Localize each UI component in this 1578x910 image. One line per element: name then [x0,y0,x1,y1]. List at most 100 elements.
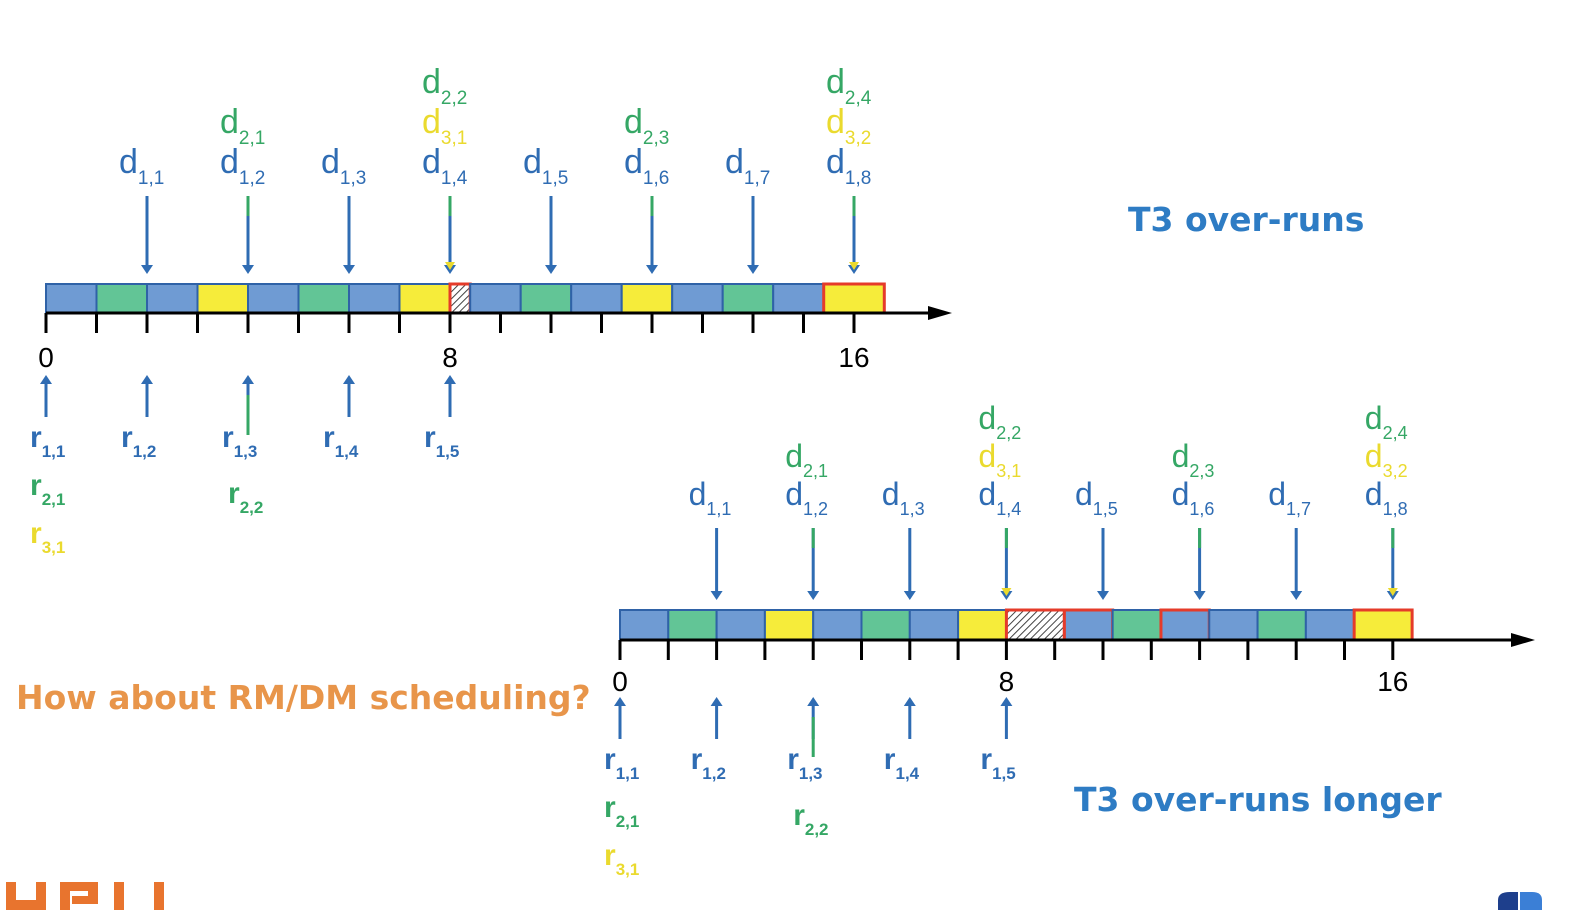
deadline-arrow-head [1097,591,1109,600]
deadline-label-d1-7: d1,7 [1268,476,1311,519]
release-label-r3-1: r3,1 [30,517,65,557]
title-t3-over-runs: T3 over-runs [1128,200,1365,239]
deadline-label-d1-8: d1,8 [826,143,871,189]
release-label-r1-2: r1,2 [691,743,726,783]
release-label-r3-1: r3,1 [604,839,639,879]
release-arrow-head [710,697,723,706]
deadline-label-d2-2: d2,2 [422,63,467,109]
schedule-slot-t2 [667,609,718,641]
release-label-r2-1: r2,1 [30,469,65,509]
deadline-arrow-head [343,265,355,274]
question-rm-dm-scheduling: How about RM/DM scheduling? [16,678,591,717]
axis-tick-label: 0 [38,342,54,373]
deadline-label-d1-4: d1,4 [978,476,1021,519]
schedule-slot-t1 [570,283,623,314]
axis-tick-label: 16 [838,342,869,373]
schedule-slot-t2 [1111,609,1162,641]
deadline-arrow-head [646,265,658,274]
deadline-label-d3-2: d3,2 [826,103,871,149]
schedule-slot-t1 [772,283,825,314]
time-axis-arrowhead [1511,633,1535,647]
release-arrow-head [614,697,626,706]
deadline-label-d2-2: d2,2 [978,400,1021,443]
deadline-label-d2-1: d2,1 [220,103,265,149]
schedule-slot-t1 [812,609,863,641]
deadline-label-d1-4: d1,4 [422,143,468,189]
schedule-slot-t1 [1208,609,1259,641]
release-label-r1-3: r1,3 [787,743,822,783]
deadline-label-d1-6: d1,6 [1172,476,1215,519]
deadline-arrow-head [242,265,254,274]
release-label-r2-2: r2,2 [228,477,263,517]
schedule-slot-t1 [45,283,98,314]
schedule-slot-t1 [469,283,522,314]
schedule-slot-t2 [519,283,573,314]
deadline-label-d1-3: d1,3 [882,476,925,519]
release-arrow-head [343,375,355,384]
schedule-slot-t1 [908,609,960,641]
deadline-label-d1-3: d1,3 [321,143,366,189]
deadline-arrow-t3-mark [445,262,455,270]
schedule-slot-t3-overrun [822,282,886,315]
deadline-label-d1-5: d1,5 [1075,476,1118,519]
time-axis-arrowhead [928,306,952,320]
schedule-slot-overrun-hatched [448,282,472,315]
schedule-slot-t1 [715,609,766,641]
deadline-arrow-head [1290,591,1303,600]
deadline-label-d3-1: d3,1 [978,438,1021,481]
schedule-slot-t1 [146,283,199,314]
schedule-slot-t1 [1304,609,1356,641]
deadline-arrow-head [710,591,723,600]
schedule-slot-t1-red [1062,608,1115,642]
deadline-label-d2-3: d2,3 [624,103,669,149]
release-label-r1-2: r1,2 [121,421,156,461]
schedule-slot-t3-overrun [1352,608,1414,642]
deadline-label-d2-4: d2,4 [826,63,872,109]
deadline-label-d2-1: d2,1 [785,438,828,481]
deadline-arrow-t3-mark [1387,588,1398,596]
release-arrow-head [807,697,820,706]
schedule-slot-t2 [1256,609,1307,641]
deadline-arrow-head [903,591,916,600]
deadline-arrow-t3-mark [1001,588,1012,596]
deadline-arrow-head [545,265,557,274]
schedule-slot-t3 [957,609,1008,641]
schedule-slot-overrun-hatched [1004,608,1066,642]
release-label-r2-1: r2,1 [604,791,639,831]
deadline-arrow-head [807,591,820,600]
release-arrow-head [903,697,916,706]
schedule-slot-t1-red [1159,608,1211,642]
release-arrow-head [1000,697,1013,706]
schedule-slot-t3 [620,283,674,314]
schedule-slot-t3 [763,609,815,641]
release-arrow-head [40,375,52,384]
deadline-label-d1-2: d1,2 [220,143,265,189]
release-label-r1-4: r1,4 [884,743,920,783]
release-label-r1-4: r1,4 [323,421,359,461]
schedule-slot-t1 [671,283,724,314]
release-label-r1-1: r1,1 [604,743,639,783]
deadline-label-d1-6: d1,6 [624,143,669,189]
deadline-label-d1-8: d1,8 [1365,476,1408,519]
axis-tick-label: 8 [442,342,458,373]
deadline-label-d1-5: d1,5 [523,143,568,189]
deadline-label-d3-1: d3,1 [422,103,467,149]
deadline-label-d1-1: d1,1 [119,143,164,189]
release-arrow-head [444,375,456,384]
release-arrow-head [242,375,254,384]
schedule-slot-t3 [196,283,249,314]
release-label-r1-5: r1,5 [424,421,459,461]
schedule-slot-t1 [247,283,300,314]
deadline-arrow-head [747,265,759,274]
schedule-slot-t2 [95,283,148,314]
axis-tick-label: 8 [999,666,1015,697]
release-label-r1-3: r1,3 [222,421,257,461]
deadline-label-d1-2: d1,2 [785,476,828,519]
schedule-slot-t3 [398,283,451,314]
presentation-corner-icon [1498,892,1542,910]
release-label-r1-5: r1,5 [980,743,1015,783]
diagram-t3-over-runs-longer: 0 8 16 d1,1 d2,1d1,2 d1,3 d2,2d3,1d1,4 d1,5 d2,3… [604,400,1535,879]
schedule-slot-t1 [619,609,670,641]
